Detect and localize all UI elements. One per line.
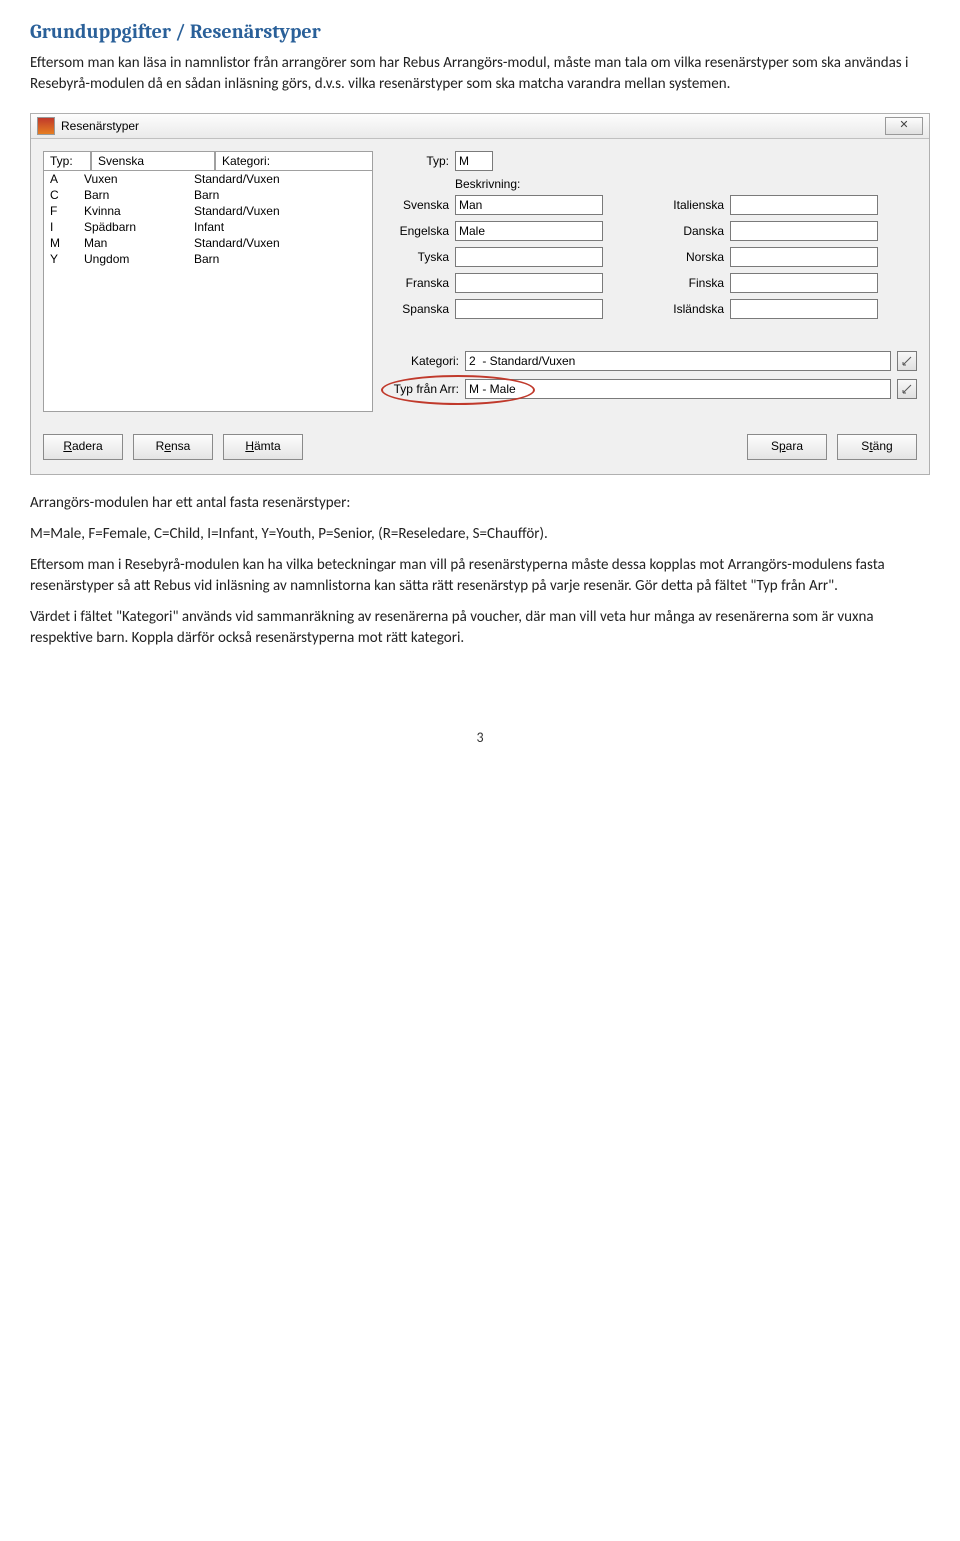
- button-bar: Radera Rensa Hämta Spara Stäng: [31, 424, 929, 474]
- finska-label: Finska: [662, 276, 724, 290]
- svenska-input[interactable]: [455, 195, 603, 215]
- cell-kat: Barn: [194, 251, 366, 267]
- resenarstyper-window: Resenärstyper ✕ Typ: Svenska Kategori: A…: [30, 113, 930, 475]
- cell-kat: Standard/Vuxen: [194, 203, 366, 219]
- body-text: Arrangörs-modulen har ett antal fasta re…: [30, 493, 930, 514]
- list-row[interactable]: A Vuxen Standard/Vuxen: [44, 171, 372, 187]
- cell-sv: Kvinna: [84, 203, 194, 219]
- kategori-input[interactable]: [465, 351, 891, 371]
- list-row[interactable]: M Man Standard/Vuxen: [44, 235, 372, 251]
- cell-sv: Man: [84, 235, 194, 251]
- typ-input[interactable]: [455, 151, 493, 171]
- radera-button[interactable]: Radera: [43, 434, 123, 460]
- islandska-input[interactable]: [730, 299, 878, 319]
- italienska-label: Italienska: [662, 198, 724, 212]
- list-header-row: Typ: Svenska Kategori:: [43, 151, 373, 171]
- body-text: M=Male, F=Female, C=Child, I=Infant, Y=Y…: [30, 524, 930, 545]
- window-close-button[interactable]: ✕: [885, 117, 923, 135]
- engelska-label: Engelska: [387, 224, 449, 238]
- typarr-input[interactable]: [465, 379, 891, 399]
- typarr-label: Typ från Arr:: [387, 382, 459, 396]
- intro-text: Eftersom man kan läsa in namnlistor från…: [30, 53, 930, 95]
- kategori-label: Kategori:: [387, 354, 459, 368]
- cell-sv: Barn: [84, 187, 194, 203]
- danska-label: Danska: [662, 224, 724, 238]
- finska-input[interactable]: [730, 273, 878, 293]
- norska-input[interactable]: [730, 247, 878, 267]
- norska-label: Norska: [662, 250, 724, 264]
- cell-typ: I: [50, 219, 84, 235]
- beskrivning-label: Beskrivning:: [455, 177, 917, 191]
- app-icon: [37, 117, 55, 135]
- body-text: Värdet i fältet "Kategori" används vid s…: [30, 607, 930, 649]
- cell-typ: C: [50, 187, 84, 203]
- tyska-input[interactable]: [455, 247, 603, 267]
- typ-label: Typ:: [387, 154, 449, 168]
- type-list-panel: Typ: Svenska Kategori: A Vuxen Standard/…: [43, 151, 373, 412]
- cell-kat: Infant: [194, 219, 366, 235]
- typarr-picker-button[interactable]: [897, 379, 917, 399]
- list-body[interactable]: A Vuxen Standard/Vuxen C Barn Barn F Kvi…: [43, 171, 373, 412]
- cell-sv: Ungdom: [84, 251, 194, 267]
- list-header-kategori[interactable]: Kategori:: [215, 151, 373, 171]
- spara-button[interactable]: Spara: [747, 434, 827, 460]
- page-heading: Grunduppgifter / Resenärstyper: [30, 20, 930, 43]
- list-header-svenska[interactable]: Svenska: [91, 151, 215, 171]
- list-row[interactable]: I Spädbarn Infant: [44, 219, 372, 235]
- cell-kat: Standard/Vuxen: [194, 235, 366, 251]
- svenska-label: Svenska: [387, 198, 449, 212]
- franska-input[interactable]: [455, 273, 603, 293]
- cell-typ: M: [50, 235, 84, 251]
- window-title: Resenärstyper: [61, 119, 139, 133]
- stang-button[interactable]: Stäng: [837, 434, 917, 460]
- spanska-input[interactable]: [455, 299, 603, 319]
- islandska-label: Isländska: [662, 302, 724, 316]
- list-row[interactable]: Y Ungdom Barn: [44, 251, 372, 267]
- detail-form: Typ: Beskrivning: Svenska Engelska Tyska…: [387, 151, 917, 412]
- rensa-button[interactable]: Rensa: [133, 434, 213, 460]
- hamta-button[interactable]: Hämta: [223, 434, 303, 460]
- list-row[interactable]: F Kvinna Standard/Vuxen: [44, 203, 372, 219]
- cell-kat: Standard/Vuxen: [194, 171, 366, 187]
- franska-label: Franska: [387, 276, 449, 290]
- tyska-label: Tyska: [387, 250, 449, 264]
- italienska-input[interactable]: [730, 195, 878, 215]
- cell-typ: F: [50, 203, 84, 219]
- cell-typ: Y: [50, 251, 84, 267]
- cell-typ: A: [50, 171, 84, 187]
- page-number: 3: [30, 729, 930, 746]
- spanska-label: Spanska: [387, 302, 449, 316]
- title-bar: Resenärstyper ✕: [31, 114, 929, 139]
- cell-kat: Barn: [194, 187, 366, 203]
- body-text: Eftersom man i Resebyrå-modulen kan ha v…: [30, 555, 930, 597]
- cell-sv: Spädbarn: [84, 219, 194, 235]
- cell-sv: Vuxen: [84, 171, 194, 187]
- danska-input[interactable]: [730, 221, 878, 241]
- list-header-typ[interactable]: Typ:: [43, 151, 91, 171]
- engelska-input[interactable]: [455, 221, 603, 241]
- list-row[interactable]: C Barn Barn: [44, 187, 372, 203]
- kategori-picker-button[interactable]: [897, 351, 917, 371]
